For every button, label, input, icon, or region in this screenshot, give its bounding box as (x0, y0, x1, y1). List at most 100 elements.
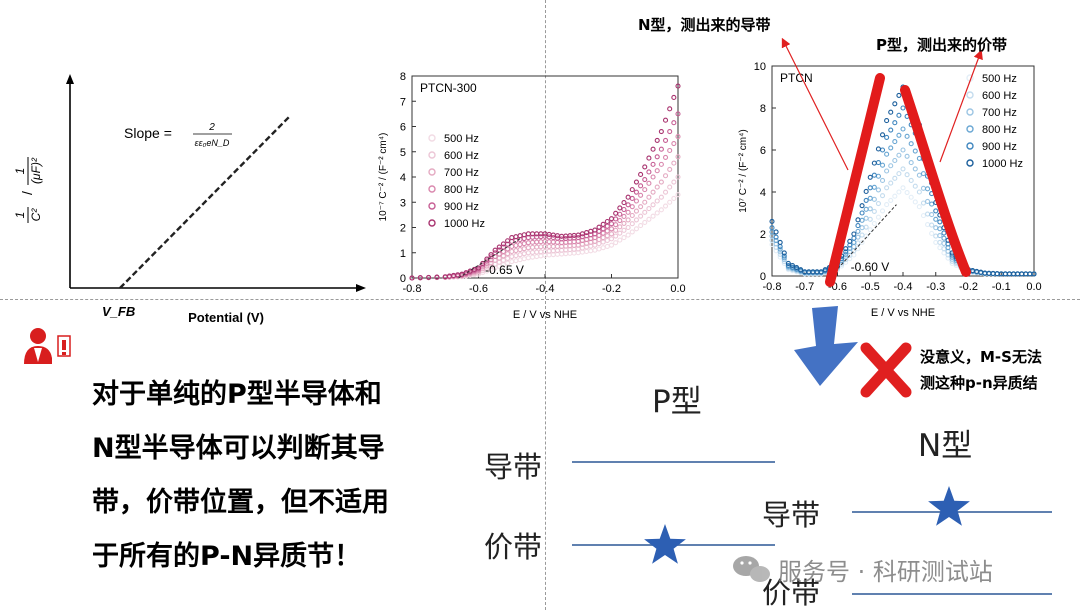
data-point (505, 246, 511, 252)
watermark-text: 服务号 · 科研测试站 (778, 558, 993, 586)
data-point (646, 155, 652, 161)
data-point (500, 241, 506, 247)
data-point (608, 221, 615, 227)
data-point (867, 227, 873, 233)
data-point (929, 212, 935, 218)
data-point (463, 270, 469, 276)
wechat-logo-icon (733, 556, 770, 582)
data-point (925, 186, 931, 192)
data-point (900, 147, 906, 153)
n-type-red-stroke (825, 73, 885, 287)
data-point (929, 222, 935, 228)
x-tick-label: -0.5 (861, 281, 880, 293)
data-point (671, 160, 677, 166)
data-point (658, 146, 664, 152)
data-point (888, 197, 894, 203)
data-point (769, 218, 775, 224)
y-tick-label: 4 (760, 187, 766, 199)
data-point (662, 117, 669, 123)
data-point (908, 177, 914, 183)
legend-marker (428, 168, 436, 176)
data-point (916, 204, 922, 210)
y-tick-label: 2 (400, 223, 406, 235)
data-point (855, 223, 861, 229)
data-point (617, 230, 623, 236)
ms-vfb-label: V_FB (102, 304, 135, 319)
data-point (851, 231, 857, 237)
ms-x-label: Potential (V) (188, 310, 264, 325)
data-point (900, 105, 906, 111)
main-text-line1: 对于单纯的P型半导体和 (92, 379, 382, 410)
n-cb-star-icon (928, 486, 970, 526)
y-tick-label: 2 (760, 229, 766, 241)
chart-ptcn: -0.8 -0.7 -0.6 -0.5 -0.4 -0.3 -0.2 -0.1 0.002468… (738, 61, 1042, 319)
data-point (769, 225, 775, 231)
legend-marker (966, 108, 974, 116)
data-point (789, 262, 796, 269)
legend-marker (966, 125, 974, 133)
p-type-arrow (939, 49, 983, 163)
data-point (642, 209, 648, 215)
y-tick-label: 5 (400, 147, 406, 159)
data-point (658, 179, 664, 185)
data-point (675, 111, 681, 117)
data-point (638, 204, 644, 210)
ms-slope-label: Slope = (124, 125, 172, 141)
data-point (625, 194, 631, 200)
y-tick-label: 6 (400, 122, 406, 134)
data-point (642, 187, 648, 193)
data-point (613, 233, 619, 239)
y-tick-label: 4 (400, 172, 406, 184)
ms-y-label: 1 C² / 1 (μF)² (13, 157, 43, 223)
data-point (621, 227, 627, 233)
data-point (892, 157, 898, 164)
data-point (847, 238, 853, 244)
legend: 500 Hz 600 Hz 700 Hz 800 Hz 900 Hz 1000 Hz (966, 73, 1023, 170)
data-point (409, 275, 415, 281)
n-type-arrow (781, 37, 849, 171)
data-point (888, 127, 894, 133)
data-point (662, 189, 669, 195)
legend-label: 800 Hz (982, 124, 1017, 136)
data-point (625, 232, 631, 238)
y-tick-label: 0 (760, 271, 766, 283)
data-point (777, 246, 783, 252)
data-point (596, 224, 602, 230)
legend-marker (428, 202, 436, 210)
data-point (908, 160, 914, 166)
main-text-line4: 于所有的P-N异质节！ (92, 541, 362, 572)
data-point (888, 180, 894, 186)
legend-label: 800 Hz (444, 184, 479, 196)
data-point (949, 252, 955, 258)
data-point (912, 183, 918, 189)
data-point (908, 141, 914, 147)
onset-annotation: -0.65 V (485, 263, 524, 277)
data-point (638, 223, 644, 229)
data-point (904, 133, 910, 139)
x-tick-label: -0.6 (469, 283, 488, 295)
data-point (908, 194, 914, 200)
legend-marker (966, 91, 974, 99)
data-point (604, 228, 610, 234)
data-point (871, 220, 877, 227)
data-point (629, 187, 635, 193)
data-point (638, 183, 644, 189)
chart-title: PTCN-300 (420, 81, 477, 95)
data-point (879, 162, 886, 168)
data-point (488, 252, 494, 258)
data-point (941, 235, 947, 241)
data-point (608, 216, 615, 222)
legend-label: 600 Hz (982, 90, 1017, 102)
data-point (855, 217, 861, 223)
data-point (638, 192, 644, 198)
p-cb-label: 导带 (484, 450, 543, 484)
data-point (867, 174, 873, 180)
data-point (863, 188, 869, 195)
data-point (859, 225, 865, 231)
data-point (773, 241, 779, 247)
data-point (920, 171, 927, 177)
y-tick-label: 8 (400, 71, 406, 83)
data-point (843, 251, 849, 258)
data-point (667, 184, 673, 190)
